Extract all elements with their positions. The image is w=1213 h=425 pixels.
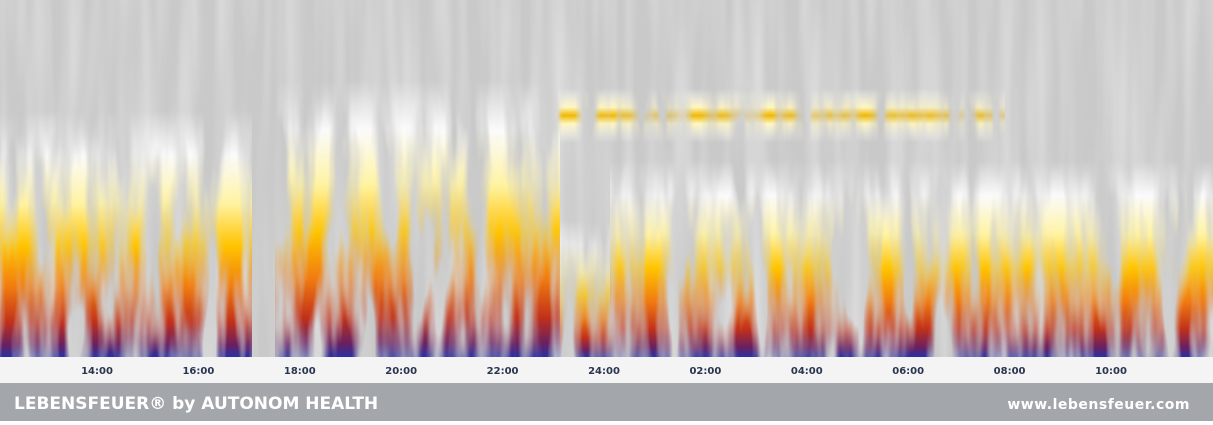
time-label: 06:00 — [892, 366, 924, 377]
spectrum-segment — [275, 80, 560, 357]
time-label: 18:00 — [284, 366, 316, 377]
axis-strip — [0, 357, 1213, 383]
footer-bar — [0, 383, 1213, 421]
time-axis: 14:00 16:00 18:00 20:00 22:00 24:00 02:00 04:00… — [81, 366, 1127, 377]
spectrum-segment — [560, 220, 610, 357]
time-label: 22:00 — [487, 366, 519, 377]
time-label: 20:00 — [385, 366, 417, 377]
time-label: 10:00 — [1095, 366, 1127, 377]
spectrum-segment — [610, 160, 1213, 357]
time-label: 04:00 — [791, 366, 823, 377]
spectrum-band — [555, 88, 1005, 143]
time-label: 16:00 — [182, 366, 214, 377]
brand: LEBENSFEUER® by AUTONOM HEALTH — [14, 394, 378, 414]
spectrum — [0, 80, 1213, 357]
time-label: 02:00 — [689, 366, 721, 377]
time-label: 08:00 — [994, 366, 1026, 377]
spectrum-segment — [0, 110, 252, 357]
url: www.lebensfeuer.com — [1007, 397, 1190, 413]
time-label: 24:00 — [588, 366, 620, 377]
time-label: 14:00 — [81, 366, 113, 377]
